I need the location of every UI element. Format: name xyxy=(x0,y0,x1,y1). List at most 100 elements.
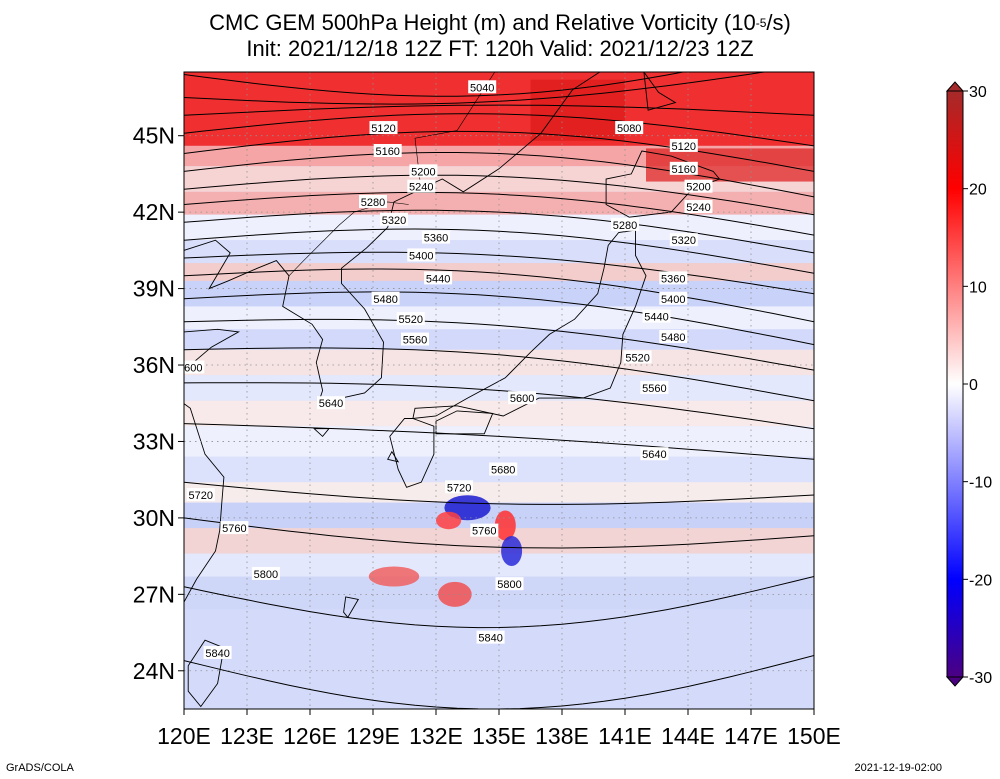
contour-label: 5360 xyxy=(659,271,688,285)
software-credit: GrADS/COLA xyxy=(6,762,74,774)
contour-label: 5440 xyxy=(642,309,671,324)
contour-label-bg xyxy=(380,212,408,226)
height-contour xyxy=(184,268,814,323)
coastline xyxy=(184,72,601,404)
height-contour xyxy=(184,382,814,430)
coastline xyxy=(412,229,647,420)
height-contour xyxy=(184,209,814,254)
contour-label-bg xyxy=(611,217,639,231)
contour-label: 5080 xyxy=(615,121,644,135)
colorbar-label: -20 xyxy=(969,572,992,589)
contour-label-bg xyxy=(659,271,688,285)
lon-tick-label: 144E xyxy=(661,723,715,749)
vorticity-band xyxy=(184,375,814,401)
colorbar-label: 30 xyxy=(969,84,987,101)
contour-label: 5800 xyxy=(251,566,280,581)
height-contour xyxy=(184,291,814,346)
contour-label-text: 5720 xyxy=(189,490,213,502)
vorticity-max xyxy=(530,79,625,141)
height-contour xyxy=(184,251,814,295)
vorticity-band xyxy=(184,553,814,577)
vorticity-cell xyxy=(501,536,523,567)
contour-label-text: 5080 xyxy=(617,123,641,135)
contour-label-bg xyxy=(401,332,429,346)
contour-label-text: 5360 xyxy=(424,233,448,245)
coastlines xyxy=(184,72,721,708)
contour-label-bg xyxy=(373,143,402,157)
lon-tick-label: 120E xyxy=(157,723,211,749)
contour-label-text: 5800 xyxy=(497,579,521,591)
contour-label-text: 5480 xyxy=(661,332,685,344)
lon-tick-label: 132E xyxy=(409,723,463,749)
contour-label: 5680 xyxy=(489,462,518,476)
contour-label-bg xyxy=(640,380,669,394)
contour-label: 5640 xyxy=(317,396,345,410)
contour-label-text: 5360 xyxy=(661,273,685,285)
contour-label-text: 5760 xyxy=(472,526,496,538)
contour-label-text: 5480 xyxy=(373,294,397,306)
contour-label-bg xyxy=(684,179,713,193)
contour-label: 5040 xyxy=(468,80,497,94)
contour-label-text: 5640 xyxy=(642,449,666,461)
contour-label: 5160 xyxy=(373,143,402,158)
lon-tick-label: 123E xyxy=(220,723,274,749)
contour-label-bg xyxy=(396,312,425,326)
contour-label: 5280 xyxy=(359,194,387,209)
contour-label-text: 5640 xyxy=(319,398,343,410)
contour-label-text: 5160 xyxy=(375,146,399,158)
contour-label-bg xyxy=(371,291,400,305)
contour-label: 5840 xyxy=(203,645,232,660)
contour-label: 5400 xyxy=(407,248,436,262)
height-contour xyxy=(184,655,814,709)
vorticity-band xyxy=(184,240,814,264)
contour-label: 5560 xyxy=(401,332,429,347)
contour-label-bg xyxy=(508,391,537,405)
contour-label-bg xyxy=(669,233,698,247)
colorbar-label: -30 xyxy=(969,670,992,687)
height-contour xyxy=(184,104,814,116)
contour-label-text: 5840 xyxy=(205,648,229,660)
contour-label-bg xyxy=(407,248,436,262)
height-contour xyxy=(184,228,814,274)
lat-tick-label: 30N xyxy=(133,505,175,531)
contour-label: 5480 xyxy=(371,291,400,306)
contour-label: 5200 xyxy=(409,164,438,178)
colorbar-bar xyxy=(946,90,964,678)
contour-label: 5280 xyxy=(611,217,639,232)
contour-label-text: 5440 xyxy=(644,312,668,324)
contour-label-text: 5240 xyxy=(409,182,433,194)
contour-label-bg xyxy=(407,179,436,193)
contour-label: 5720 xyxy=(445,480,474,494)
contour-label-text: 5720 xyxy=(447,482,471,494)
lon-tick-label: 147E xyxy=(724,723,778,749)
contour-label-text: 5400 xyxy=(409,250,433,262)
contour-label: 5760 xyxy=(220,521,249,535)
lat-tick-label: 33N xyxy=(133,428,175,454)
contour-label-text: 5800 xyxy=(254,569,278,581)
height-contour xyxy=(184,191,814,236)
colorbar: 30 20 10 0 -10 -20 -30 xyxy=(945,81,992,687)
colorbar-bottom-arrow xyxy=(945,676,965,687)
contour-label-text: 5200 xyxy=(686,182,710,194)
lon-tick-label: 129E xyxy=(346,723,400,749)
contour-label: 5320 xyxy=(380,212,408,227)
vorticity-cell xyxy=(436,511,462,530)
contour-label-text: 5840 xyxy=(478,633,502,645)
lat-tick-label: 42N xyxy=(133,199,175,225)
lon-tick-label: 150E xyxy=(787,723,841,749)
contour-label-text: 5600 xyxy=(178,363,202,375)
contour-label-text: 5400 xyxy=(661,294,685,306)
contour-label-bg xyxy=(186,487,215,501)
height-contour xyxy=(184,72,686,97)
chart-title: CMC GEM 500hPa Height (m) and Relative V… xyxy=(209,10,791,35)
vorticity-cell xyxy=(494,510,516,541)
contour-label-text: 5600 xyxy=(510,393,534,405)
height-contour xyxy=(184,72,768,105)
contour-label: 5440 xyxy=(424,271,453,285)
lat-tick-label: 27N xyxy=(133,581,175,607)
contour-label: 5600 xyxy=(508,391,537,405)
colorbar-label: -10 xyxy=(969,475,992,492)
height-contour xyxy=(184,113,814,147)
colorbar-top-arrow xyxy=(945,81,965,92)
